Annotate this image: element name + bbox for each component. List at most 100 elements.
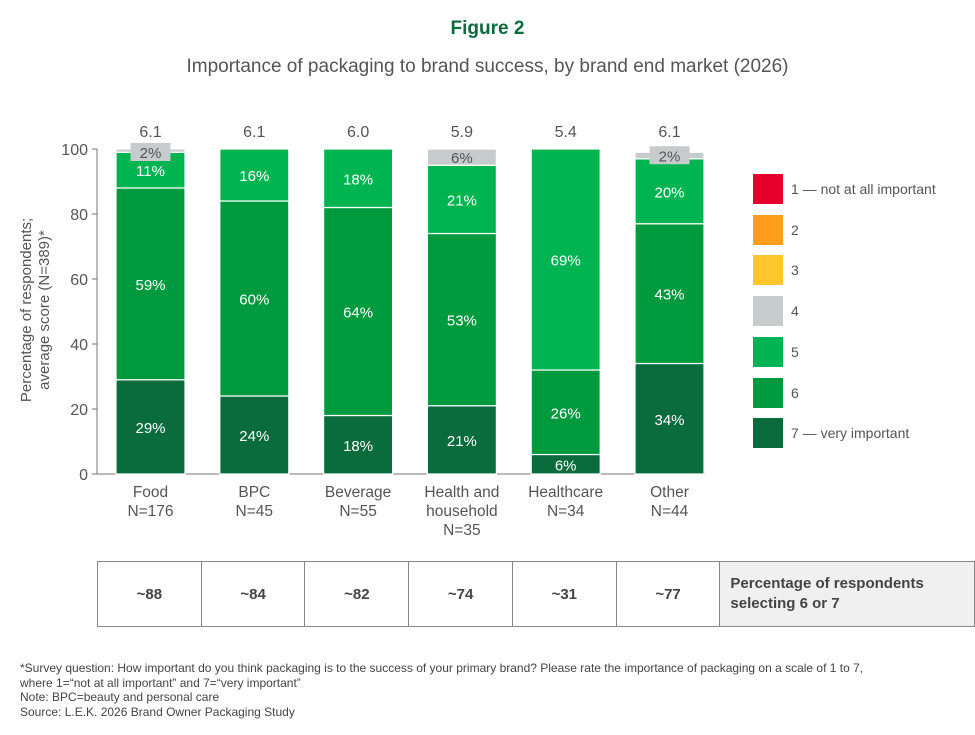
data-label: 43% <box>654 287 684 304</box>
y-tick-label: 100 <box>61 142 88 159</box>
bar-segment-7 <box>219 395 290 475</box>
legend-label: 2 <box>791 221 799 238</box>
legend-label: 3 <box>791 262 799 279</box>
legend-label: 7 — very important <box>791 425 910 442</box>
table-cell: ~82 <box>304 561 410 627</box>
legend-swatch <box>753 418 783 449</box>
data-label: 24% <box>239 428 269 445</box>
stacked-bar-chart: 0 20 40 60 80 100 Percentage of respondents; av… <box>18 124 705 539</box>
legend-item: 3 <box>753 255 973 286</box>
table-row: ~88 ~84 ~82 ~74 ~31 ~77 Percentage of re… <box>97 561 975 627</box>
bar-segment-6 <box>115 187 186 381</box>
x-tick-label: Health and <box>424 484 499 501</box>
table-cell: ~77 <box>615 561 721 627</box>
data-label: 53% <box>447 313 477 330</box>
legend-swatch <box>753 174 783 204</box>
footnote-survey-cont: where 1=“not at all important” and 7=“ve… <box>20 675 301 690</box>
bar-segment-7 <box>323 414 394 475</box>
data-label: 69% <box>551 253 581 270</box>
x-tick-label: N=45 <box>236 503 274 520</box>
data-label: 2% <box>140 145 162 162</box>
legend-item: 1 — not at all important <box>753 174 973 204</box>
legend-swatch <box>753 336 783 367</box>
average-score-label: 6.1 <box>139 124 161 141</box>
average-score-label: 6.1 <box>658 124 680 141</box>
y-axis-label: Percentage of respondents; <box>18 218 35 402</box>
legend-label: 5 <box>791 343 799 360</box>
y-tick-label: 40 <box>70 337 88 354</box>
legend-swatch <box>753 255 783 286</box>
table-cell: ~84 <box>200 561 306 627</box>
header-line: selecting 6 or 7 <box>730 595 840 612</box>
legend-item: 4 <box>753 296 973 327</box>
bar-segment-6 <box>426 232 497 407</box>
data-label: 18% <box>343 171 373 188</box>
bar-segment-5 <box>426 164 497 235</box>
table-cell: ~88 <box>97 561 202 627</box>
chart-title: Importance of packaging to brand success… <box>186 56 789 77</box>
footnote-note: Note: BPC=beauty and personal care <box>20 690 220 704</box>
legend-swatch <box>753 214 783 245</box>
average-score-label: 6.0 <box>347 124 369 141</box>
legend-swatch <box>753 296 783 327</box>
bar-segment-6 <box>219 200 290 397</box>
legend-item: 5 <box>753 336 973 367</box>
header-line: Percentage of respondents <box>730 575 924 592</box>
legend-item: 6 <box>753 377 973 408</box>
table-row-header: Percentage of respondents selecting 6 or … <box>719 561 975 627</box>
small-label-box <box>130 143 171 161</box>
average-score-label: 5.4 <box>555 124 577 141</box>
x-tick-label: Food <box>133 484 168 501</box>
small-label-box <box>649 146 690 165</box>
x-tick-label: N=55 <box>339 503 377 520</box>
y-tick-label: 20 <box>70 402 88 419</box>
data-label: 29% <box>135 420 165 437</box>
x-tick-label: N=176 <box>127 503 173 520</box>
data-label: 20% <box>654 184 684 201</box>
data-label: 18% <box>343 438 373 455</box>
data-label: 2% <box>659 148 681 165</box>
bar-segment-6 <box>323 206 394 417</box>
bar-segment-6 <box>530 369 601 456</box>
data-label: 26% <box>551 405 581 422</box>
x-tick-label: Beverage <box>325 484 391 501</box>
footnote-source: Source: L.E.K. 2026 Brand Owner Packagin… <box>20 704 295 719</box>
bar-segment-5 <box>530 148 601 371</box>
average-score-label: 5.9 <box>451 124 473 141</box>
x-tick-label: BPC <box>238 484 270 501</box>
x-tick-label: N=35 <box>443 522 481 539</box>
legend-label: 1 — not at all important <box>791 181 936 197</box>
figure-number: Figure 2 <box>450 18 525 39</box>
bar-segment-7 <box>634 362 705 475</box>
x-tick-label: N=44 <box>651 503 689 520</box>
data-label: 11% <box>136 163 165 180</box>
x-tick-label: Healthcare <box>528 484 603 501</box>
y-tick-label: 80 <box>70 207 88 224</box>
y-axis-label: average score (N=389)* <box>36 230 53 390</box>
y-tick-label: 0 <box>79 467 88 484</box>
legend-item: 2 <box>753 214 973 245</box>
summary-table: ~88 ~84 ~82 ~74 ~31 ~77 Percentage of re… <box>97 561 975 627</box>
y-tick-label: 60 <box>70 272 88 289</box>
table-cell: ~31 <box>511 561 617 627</box>
bar-segment-7 <box>426 405 497 475</box>
legend-label: 4 <box>791 303 799 320</box>
legend-swatch <box>753 377 783 408</box>
data-label: 64% <box>343 305 373 322</box>
footnote-survey: *Survey question: How important do you t… <box>20 661 864 675</box>
data-label: 6% <box>451 150 473 167</box>
legend-item: 7 — very important <box>753 418 973 449</box>
average-score-label: 6.1 <box>243 124 265 141</box>
data-label: 60% <box>239 292 269 309</box>
bar-segment-7 <box>115 379 186 475</box>
data-label: 59% <box>135 277 165 294</box>
table-cell: ~74 <box>408 561 513 627</box>
footnotes: *Survey question: How important do you t… <box>20 661 863 719</box>
x-tick-label: household <box>426 503 498 520</box>
data-label: 16% <box>239 168 269 185</box>
bar-segment-5 <box>219 148 290 202</box>
data-label: 21% <box>447 433 477 450</box>
bar-segment-5 <box>323 148 394 209</box>
data-label: 21% <box>447 192 477 209</box>
